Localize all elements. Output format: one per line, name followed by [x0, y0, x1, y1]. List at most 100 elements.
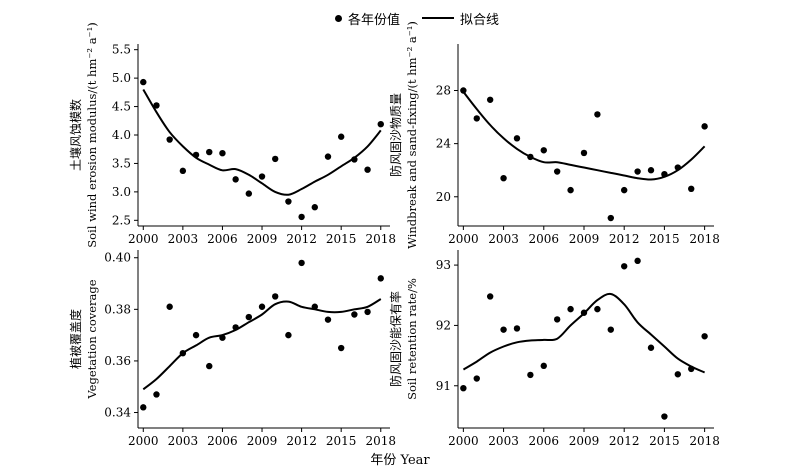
data-point: [298, 213, 305, 221]
x-tick-label: 2018: [689, 434, 720, 448]
data-point: [527, 371, 534, 379]
x-tick-label: 2012: [609, 434, 640, 448]
y-tick-label: 3.0: [112, 185, 131, 199]
data-point: [285, 198, 292, 205]
y-tick-label: 28: [436, 83, 451, 97]
y-axis-label-cn: 土壤风蚀模数: [68, 99, 83, 171]
data-point: [620, 263, 628, 270]
y-tick-label: 0.40: [104, 251, 131, 265]
data-point: [192, 151, 200, 159]
data-point: [140, 404, 147, 411]
x-tick-label: 2009: [569, 232, 600, 246]
data-point: [179, 167, 187, 175]
data-point: [460, 384, 467, 392]
data-point: [473, 115, 480, 122]
fit-line: [462, 292, 706, 374]
y-axis-label-cn: 植被覆盖度: [68, 309, 83, 369]
y-axis-label-cn: 防风固沙能保有率: [388, 291, 403, 387]
data-point: [661, 413, 668, 420]
x-tick-label: 2006: [207, 232, 238, 246]
x-tick-label: 2012: [609, 232, 640, 246]
data-point: [500, 326, 507, 333]
data-point: [620, 186, 628, 194]
x-tick-label: 2003: [488, 232, 519, 246]
legend-dot-icon: [335, 14, 342, 22]
fit-line: [142, 298, 382, 391]
x-tick-label: 2003: [168, 232, 199, 246]
data-point: [634, 257, 641, 265]
fit-line: [462, 91, 706, 181]
data-point: [701, 123, 708, 130]
y-tick-label: 92: [436, 318, 451, 332]
data-point: [140, 78, 147, 86]
y-axis-label-en: Windbreak and sand-fixing/(t hm⁻² a⁻¹): [405, 21, 419, 249]
x-tick-label: 2009: [569, 434, 600, 448]
x-tick-label: 2015: [326, 434, 357, 448]
x-tick-label: 2003: [168, 434, 199, 448]
legend-item-points: 各年份值: [335, 9, 400, 28]
data-point: [607, 326, 614, 333]
chart-panel-3: 0.34 0.36 0.38 0.40 2000 2003 2006 2009 2012 2015…: [68, 250, 396, 448]
x-tick-label: 2018: [689, 232, 720, 246]
y-tick-label: 4.0: [112, 128, 131, 142]
data-point: [245, 190, 253, 197]
y-tick-label: 24: [436, 137, 452, 151]
legend-line-icon: [422, 17, 455, 19]
y-tick-label: 0.34: [104, 406, 131, 420]
data-point: [324, 153, 332, 160]
data-point: [337, 344, 345, 352]
data-point: [688, 365, 695, 373]
data-point: [674, 371, 682, 378]
data-point: [153, 391, 160, 398]
y-tick-label: 0.36: [104, 354, 131, 368]
y-tick-label: 4.5: [112, 100, 131, 114]
data-point: [245, 313, 253, 321]
data-point: [553, 316, 561, 323]
y-tick-label: 0.38: [104, 302, 131, 316]
data-point: [192, 331, 200, 339]
data-point: [540, 362, 547, 370]
x-tick-label: 2012: [286, 434, 317, 448]
data-point: [219, 334, 226, 341]
data-point: [513, 325, 521, 332]
data-point: [324, 316, 332, 323]
data-point: [285, 331, 292, 339]
data-point: [377, 120, 384, 128]
chart-panel-2: 20 24 28 2000 2003 2006 2009 2012 2015 2018 防风固沙物质…: [388, 21, 720, 249]
data-point: [311, 204, 318, 211]
x-tick-label: 2006: [529, 434, 560, 448]
data-point: [513, 135, 521, 142]
y-axis-label-cn: 防风固沙物质量: [388, 93, 403, 177]
x-tick-label: 2015: [326, 232, 357, 246]
y-tick-label: 91: [436, 379, 451, 393]
data-point: [364, 308, 371, 316]
data-point: [258, 173, 266, 180]
data-point: [351, 311, 358, 318]
chart-panel-1: 2.5 3.0 3.5 4.0 4.5 5.0 5.5 2000 2003 2006 2009 201…: [68, 22, 396, 247]
x-axis-label: 年份 Year: [370, 453, 430, 468]
x-tick-label: 2006: [207, 434, 238, 448]
data-point: [364, 166, 371, 173]
x-tick-label: 2012: [286, 232, 317, 246]
y-tick-label: 5.0: [112, 71, 131, 85]
data-point: [661, 170, 668, 178]
x-tick-label: 2018: [365, 434, 396, 448]
data-point: [580, 149, 588, 157]
data-point: [486, 96, 494, 103]
y-tick-label: 2.5: [112, 213, 131, 227]
data-point: [166, 136, 173, 143]
data-point: [179, 349, 187, 357]
data-point: [232, 176, 239, 183]
y-axis-label-en: Soil retention rate/%: [405, 278, 419, 400]
data-point: [540, 147, 547, 154]
data-point: [688, 185, 695, 193]
y-tick-label: 20: [436, 190, 451, 204]
x-tick-label: 2000: [448, 434, 479, 448]
data-point: [647, 344, 655, 351]
data-point: [377, 275, 384, 282]
data-point: [594, 305, 601, 313]
data-point: [311, 303, 318, 310]
data-point: [232, 324, 239, 331]
fit-line: [142, 88, 382, 196]
y-tick-label: 93: [436, 258, 451, 272]
